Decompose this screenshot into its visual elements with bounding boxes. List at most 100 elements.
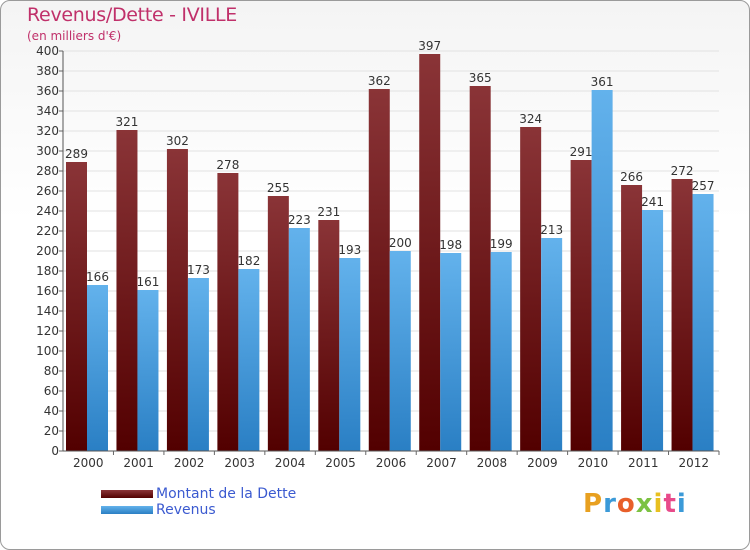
- legend-swatch-revenus: [101, 506, 153, 514]
- y-tick-label: 40: [44, 404, 59, 418]
- bar-dette: [469, 86, 491, 451]
- bar-revenus-value-label: 257: [692, 179, 715, 193]
- y-tick-label: 320: [36, 124, 59, 138]
- x-tick-label: 2000: [73, 456, 104, 470]
- y-tick-label: 20: [44, 424, 59, 438]
- y-tick-label: 380: [36, 64, 59, 78]
- chart-title: Revenus/Dette - IVILLE: [27, 4, 237, 26]
- logo-letter: P: [583, 489, 604, 519]
- bar-revenus: [692, 194, 714, 451]
- x-tick-label: 2001: [123, 456, 154, 470]
- bar-dette-value-label: 278: [216, 158, 239, 172]
- bar-revenus-value-label: 200: [389, 236, 412, 250]
- logo-letter: x: [635, 489, 654, 519]
- y-tick-label: 240: [36, 204, 59, 218]
- bar-dette-value-label: 365: [469, 71, 492, 85]
- y-tick-label: 340: [36, 104, 59, 118]
- y-tick-label: 260: [36, 184, 59, 198]
- legend-label-dette: Montant de la Dette: [156, 486, 297, 502]
- x-tick-label: 2008: [477, 456, 508, 470]
- y-tick-label: 140: [36, 304, 59, 318]
- bar-revenus: [339, 258, 361, 451]
- bar-revenus: [137, 290, 159, 451]
- x-tick-label: 2006: [376, 456, 407, 470]
- y-tick-label: 120: [36, 324, 59, 338]
- bar-dette-value-label: 362: [368, 74, 391, 88]
- legend-swatch-dette: [101, 490, 153, 498]
- y-tick-label: 360: [36, 84, 59, 98]
- y-tick-label: 180: [36, 264, 59, 278]
- bar-revenus: [490, 252, 512, 451]
- bar-dette: [66, 162, 87, 451]
- bar-dette: [570, 160, 592, 451]
- logo-letter: t: [663, 489, 677, 519]
- bar-revenus-value-label: 361: [591, 75, 614, 89]
- logo-letter: o: [616, 489, 636, 519]
- bar-dette: [520, 127, 542, 451]
- x-tick-label: 2007: [426, 456, 457, 470]
- bar-dette: [217, 173, 239, 451]
- y-tick-label: 400: [36, 44, 59, 58]
- x-tick-label: 2003: [224, 456, 255, 470]
- bar-dette: [368, 89, 390, 451]
- proxiti-logo: Proxiti: [583, 489, 687, 519]
- bar-dette: [621, 185, 643, 451]
- bar-dette-value-label: 302: [166, 134, 189, 148]
- bar-dette: [419, 54, 441, 451]
- x-tick-label: 2005: [325, 456, 356, 470]
- x-tick-label: 2009: [527, 456, 558, 470]
- y-tick-label: 300: [36, 144, 59, 158]
- y-tick-label: 0: [51, 444, 59, 458]
- bar-revenus: [87, 285, 108, 451]
- y-tick-label: 200: [36, 244, 59, 258]
- y-tick-label: 80: [44, 364, 59, 378]
- bar-revenus-value-label: 241: [641, 195, 664, 209]
- bar-revenus-value-label: 213: [540, 223, 563, 237]
- bar-dette-value-label: 255: [267, 181, 290, 195]
- bar-revenus-value-label: 182: [237, 254, 260, 268]
- bar-revenus-value-label: 223: [288, 213, 311, 227]
- bar-revenus: [541, 238, 563, 451]
- chart-unit-label: (en milliers d'€): [27, 29, 122, 43]
- bar-dette-value-label: 266: [620, 170, 643, 184]
- y-tick-label: 160: [36, 284, 59, 298]
- bar-revenus-value-label: 161: [137, 275, 160, 289]
- bar-dette-value-label: 272: [671, 164, 694, 178]
- bar-dette-value-label: 397: [418, 39, 441, 53]
- bar-revenus: [238, 269, 260, 451]
- x-tick-label: 2004: [275, 456, 306, 470]
- bar-dette: [116, 130, 138, 451]
- logo-letter: i: [653, 489, 664, 519]
- y-tick-label: 220: [36, 224, 59, 238]
- x-tick-label: 2002: [174, 456, 205, 470]
- bar-dette: [267, 196, 289, 451]
- bar-dette-value-label: 231: [317, 205, 340, 219]
- bar-dette-value-label: 324: [519, 112, 542, 126]
- logo-letter: r: [603, 489, 617, 519]
- bar-dette-value-label: 321: [116, 115, 139, 129]
- bar-revenus: [187, 278, 209, 451]
- logo-letter: i: [676, 489, 687, 519]
- bar-dette: [318, 220, 340, 451]
- y-tick-label: 280: [36, 164, 59, 178]
- bar-dette-value-label: 291: [570, 145, 593, 159]
- bar-revenus-value-label: 166: [86, 270, 109, 284]
- bar-revenus: [642, 210, 664, 451]
- legend-label-revenus: Revenus: [156, 502, 216, 518]
- x-tick-label: 2012: [678, 456, 709, 470]
- bar-dette: [671, 179, 693, 451]
- bar-revenus-value-label: 199: [490, 237, 513, 251]
- bar-revenus: [440, 253, 462, 451]
- bar-revenus: [288, 228, 310, 451]
- bar-revenus-value-label: 193: [338, 243, 361, 257]
- y-tick-label: 60: [44, 384, 59, 398]
- bar-dette-value-label: 289: [65, 147, 88, 161]
- x-tick-label: 2011: [628, 456, 659, 470]
- y-tick-label: 100: [36, 344, 59, 358]
- bar-revenus-value-label: 173: [187, 263, 210, 277]
- x-tick-label: 2010: [578, 456, 609, 470]
- bar-revenus: [591, 90, 613, 451]
- bar-revenus-value-label: 198: [439, 238, 462, 252]
